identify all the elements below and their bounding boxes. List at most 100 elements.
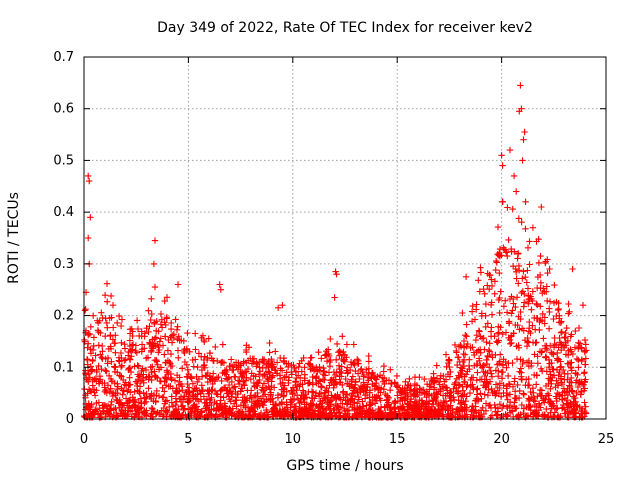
data-point [565, 310, 572, 317]
data-point [152, 373, 160, 381]
data-point [148, 310, 155, 318]
data-point [133, 317, 141, 324]
data-point [174, 281, 182, 288]
data-point [450, 394, 457, 401]
data-point [225, 381, 233, 389]
data-point [519, 157, 526, 164]
data-point [535, 400, 543, 407]
data-point [278, 400, 286, 407]
data-point [311, 410, 318, 418]
data-point [457, 342, 464, 349]
data-point [531, 351, 538, 358]
data-point [101, 292, 109, 299]
data-point [120, 376, 127, 384]
data-point [526, 261, 533, 268]
data-point [381, 404, 388, 411]
data-point [205, 335, 212, 342]
data-point [299, 381, 306, 388]
data-point [522, 382, 529, 389]
data-point [172, 389, 179, 396]
data-point [500, 303, 508, 310]
data-point [578, 388, 585, 395]
data-point [496, 252, 503, 259]
data-point [331, 294, 338, 301]
data-point [115, 312, 123, 320]
data-point [461, 404, 468, 411]
data-point [253, 401, 260, 408]
data-point [134, 362, 141, 369]
data-point [162, 359, 170, 366]
data-point [296, 412, 303, 420]
data-point [472, 397, 479, 404]
data-point [495, 360, 503, 367]
data-point [530, 397, 537, 404]
data-point [349, 396, 356, 403]
data-point [551, 281, 558, 289]
data-point [134, 371, 142, 378]
data-point [103, 280, 111, 287]
data-point [463, 343, 470, 350]
data-point [571, 401, 579, 408]
data-point [228, 390, 235, 398]
data-point [504, 404, 511, 412]
data-point [189, 380, 197, 387]
data-point [126, 355, 133, 363]
data-point [158, 324, 166, 331]
data-point [506, 295, 514, 303]
data-point [110, 324, 117, 331]
data-point [431, 407, 438, 414]
data-point [435, 405, 442, 413]
data-points [80, 82, 590, 421]
data-point [488, 324, 495, 331]
data-point [208, 412, 215, 419]
data-point [183, 389, 190, 396]
data-point [367, 398, 374, 406]
data-point [229, 367, 236, 374]
data-point [225, 374, 232, 382]
data-point [480, 368, 487, 375]
data-point [162, 321, 169, 329]
data-point [483, 339, 490, 346]
data-point [516, 108, 523, 115]
data-point [534, 284, 541, 292]
data-point [307, 402, 315, 409]
data-point [354, 370, 362, 377]
data-point [87, 402, 95, 410]
data-point [464, 368, 471, 375]
data-point [214, 405, 222, 412]
data-point [142, 366, 150, 374]
data-point [208, 394, 215, 401]
data-point [126, 337, 134, 344]
data-point [328, 397, 336, 404]
data-point [117, 401, 125, 408]
data-point [141, 407, 148, 415]
data-point [336, 352, 343, 359]
data-point [457, 400, 464, 408]
data-point [473, 306, 480, 313]
data-point [513, 294, 521, 301]
data-point [323, 384, 330, 392]
data-point [546, 399, 554, 407]
data-point [473, 386, 480, 393]
data-point [551, 409, 558, 416]
data-point [529, 385, 537, 392]
data-point [339, 333, 346, 340]
data-point [510, 263, 517, 270]
data-point [161, 374, 169, 381]
data-point [566, 383, 574, 390]
data-point [295, 372, 302, 379]
data-point [564, 391, 571, 399]
data-point [552, 384, 559, 391]
data-point [445, 414, 453, 421]
data-point [411, 386, 419, 394]
data-point [301, 377, 308, 384]
data-point [118, 339, 125, 346]
data-point [203, 395, 211, 403]
data-point [327, 409, 335, 416]
data-point [502, 411, 509, 418]
data-point [323, 394, 331, 401]
data-point [316, 367, 324, 374]
data-point [520, 268, 527, 275]
data-point [118, 316, 126, 323]
y-tick-label: 0.1 [53, 360, 74, 375]
